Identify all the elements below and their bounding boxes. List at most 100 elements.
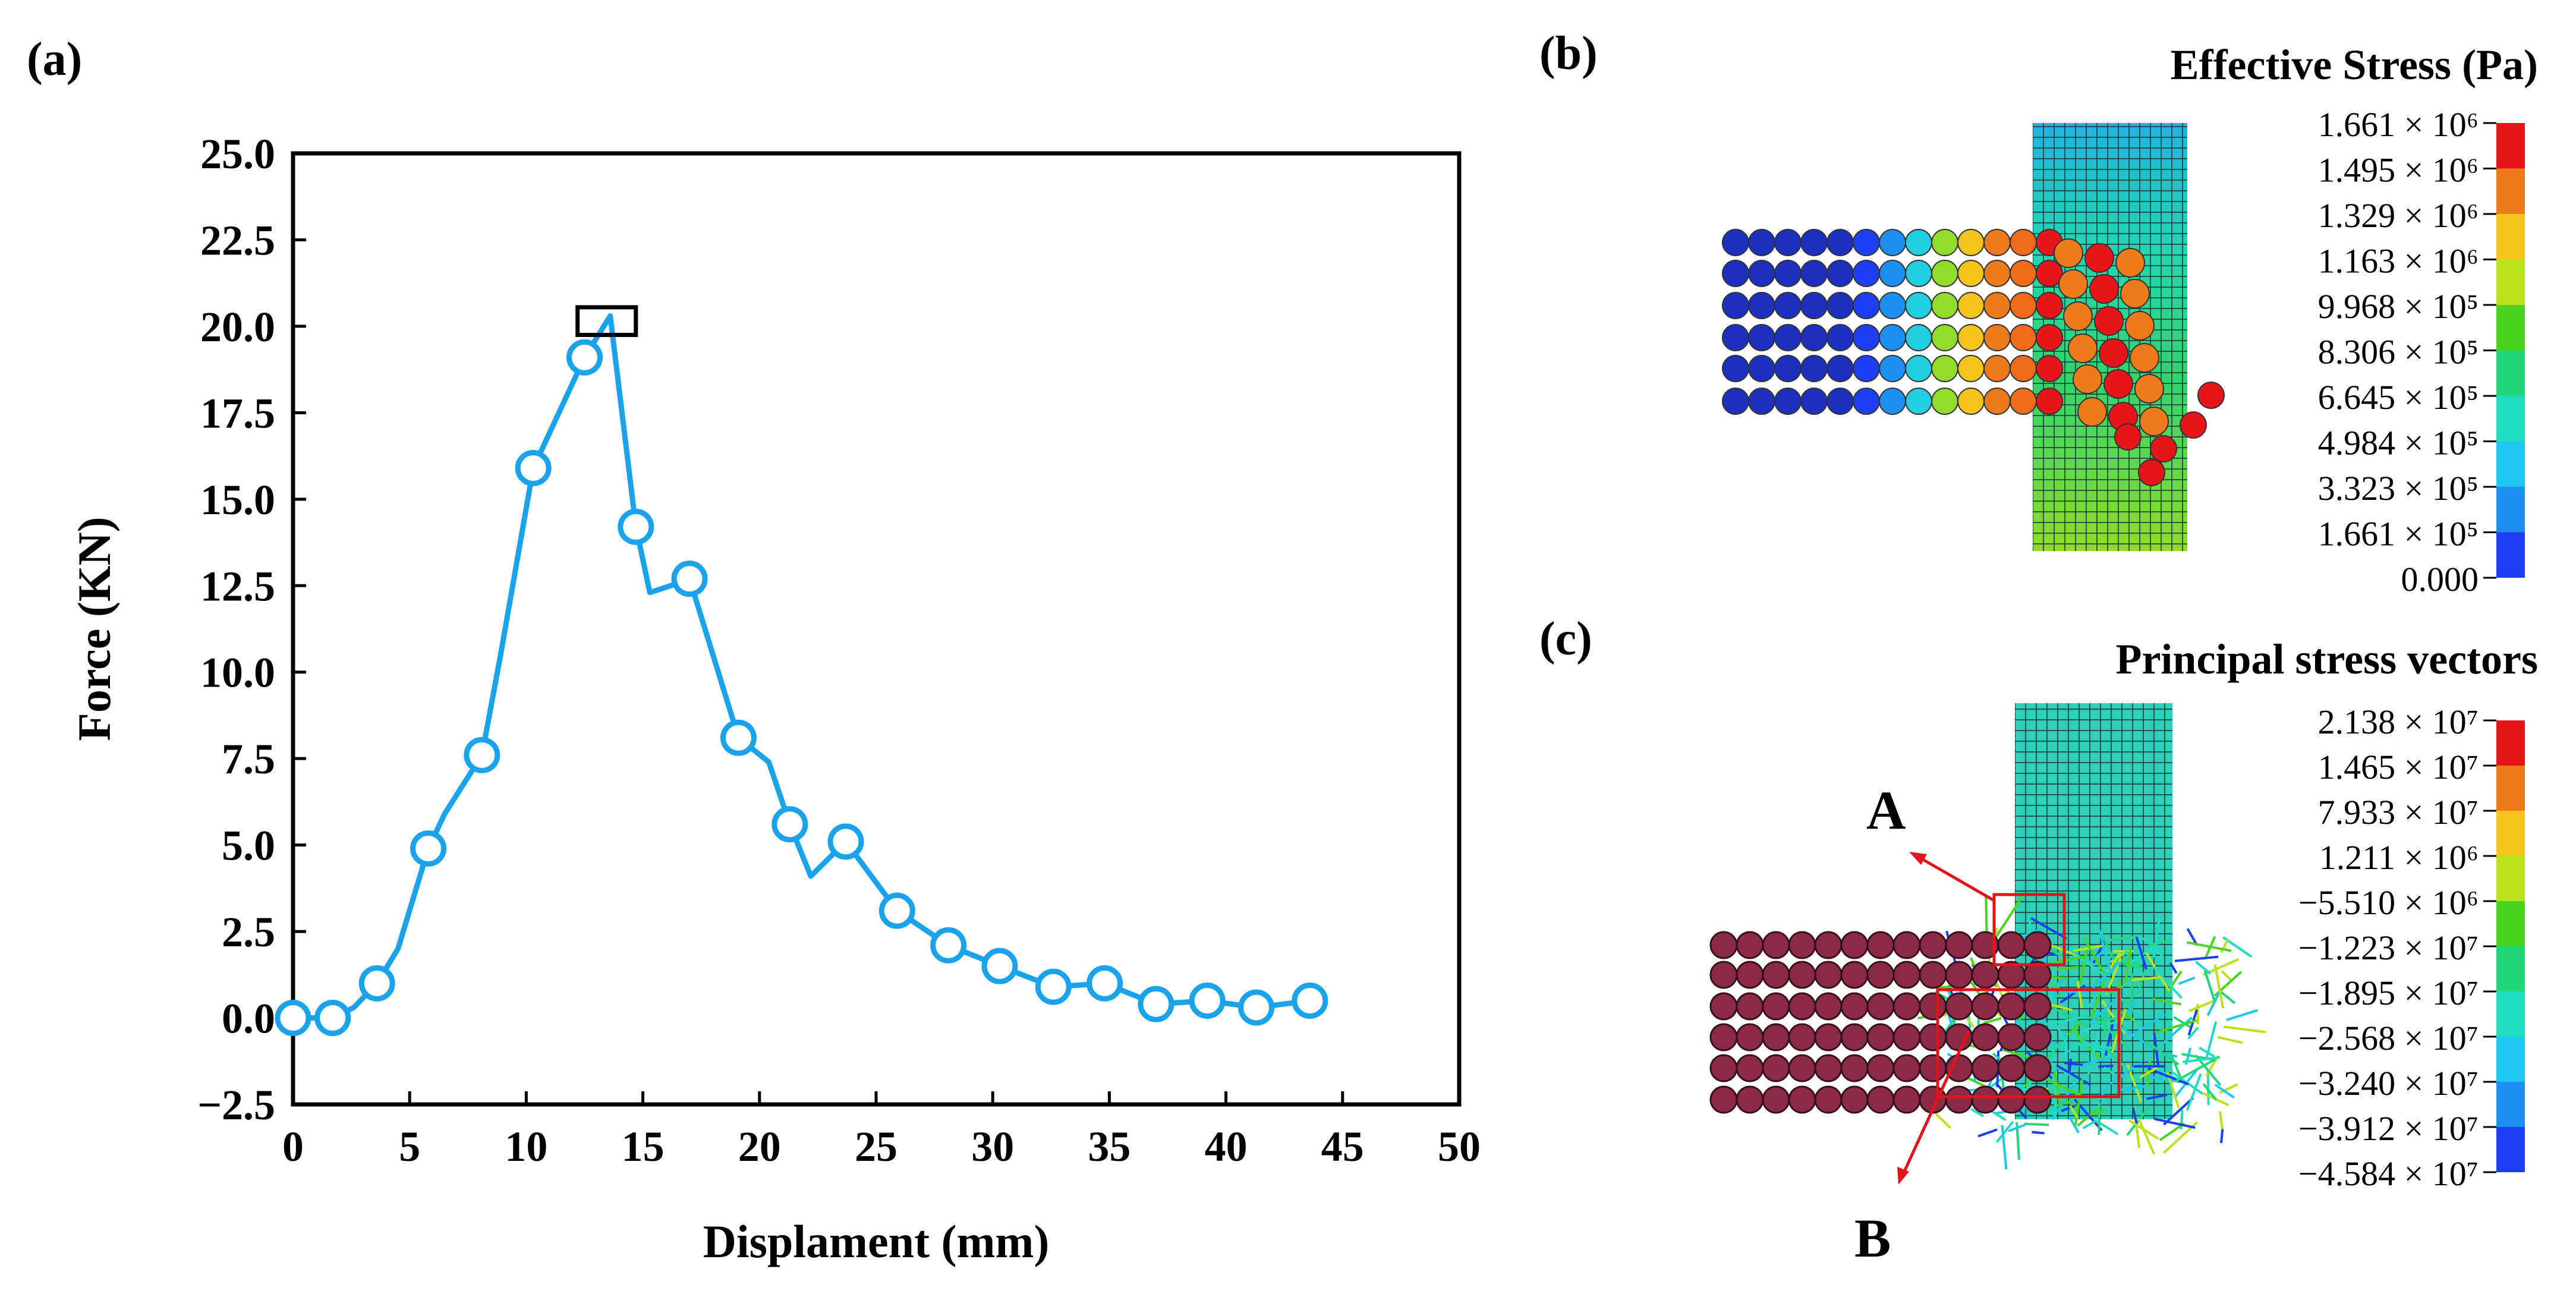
bead (1905, 260, 1932, 287)
data-point (930, 927, 967, 964)
stress-vector (2163, 1097, 2194, 1126)
bead (1957, 260, 1985, 287)
data-point (771, 806, 808, 843)
stress-vector (2124, 947, 2132, 983)
bead (2099, 338, 2128, 368)
bead (2063, 301, 2093, 331)
bead (2010, 260, 2037, 287)
bead (1814, 931, 1843, 959)
data-point (410, 830, 447, 867)
legend-swatch (2496, 811, 2525, 856)
x-tick-label: 50 (1438, 1123, 1481, 1170)
bead (1788, 1054, 1816, 1082)
bead (1788, 1085, 1816, 1114)
y-tick-label: 15.0 (200, 476, 275, 524)
data-point (1292, 982, 1328, 1019)
stress-vector (2042, 1076, 2084, 1098)
effective-stress-legend: 1.661 × 10⁶ 1.495 × 10⁶ 1.329 × 10⁶ 1.163 ×… (2318, 110, 2525, 599)
stress-vector (1983, 1017, 2002, 1025)
bead (1736, 931, 1764, 959)
bead (1919, 931, 1947, 959)
bead (2120, 279, 2150, 308)
bead (1709, 1054, 1738, 1082)
stress-vector (2146, 1093, 2168, 1100)
stress-vector (2217, 1035, 2243, 1044)
legend-swatch (2496, 856, 2525, 901)
data-point (1087, 965, 1123, 1002)
stress-vector (2049, 985, 2052, 1003)
legend-swatch (2496, 441, 2525, 487)
legend-swatch (2496, 1127, 2525, 1172)
legend-swatch (2496, 123, 2525, 169)
legend-label: 9.968 × 10⁵ (2318, 287, 2479, 326)
stress-vector (2135, 936, 2147, 970)
y-tick-label: 5.0 (222, 822, 275, 870)
bead (1800, 355, 1828, 382)
stress-vector (2221, 970, 2232, 981)
bead (1892, 992, 1921, 1021)
stress-vector (2206, 990, 2221, 1016)
bead (1709, 961, 1738, 989)
data-point (1189, 982, 1226, 1019)
bead (2036, 260, 2063, 287)
stress-vector (2096, 1120, 2119, 1135)
stress-vector (2079, 1019, 2122, 1033)
stress-vector (2175, 1057, 2216, 1082)
stress-vector (2055, 965, 2079, 971)
stress-vector (2178, 976, 2196, 986)
stress-vector (2126, 1106, 2150, 1137)
bead (2068, 333, 2098, 363)
legend-label: 1.495 × 10⁶ (2318, 151, 2479, 190)
bead (1709, 1023, 1738, 1052)
data-point (878, 892, 915, 929)
stress-vector (2053, 1071, 2062, 1108)
bead (2023, 961, 2052, 989)
bead (1957, 324, 1985, 351)
bead (1866, 1054, 1895, 1082)
region-a-box (1992, 893, 2066, 967)
stress-vector (2077, 1107, 2099, 1127)
bead (1762, 1085, 1790, 1114)
bead (1709, 992, 1738, 1021)
stress-vector (2087, 990, 2101, 1009)
stress-vector (2122, 963, 2142, 969)
legend-swatch (2496, 901, 2525, 946)
stress-vector (2219, 1111, 2224, 1130)
x-tick-label: 35 (1088, 1123, 1130, 1170)
x-tick-label: 30 (971, 1123, 1014, 1170)
bead (1866, 931, 1895, 959)
bead (1840, 1054, 1869, 1082)
stress-vector (2089, 997, 2119, 1024)
x-tick-label: 45 (1321, 1123, 1364, 1170)
bead (1826, 355, 1854, 382)
bead (1957, 292, 1985, 319)
bead (1762, 1054, 1790, 1082)
data-point (1035, 968, 1072, 1005)
legend-label: −1.223 × 10⁷ (2298, 928, 2479, 967)
bead (1919, 1023, 1947, 1052)
stress-vector (2188, 999, 2217, 1012)
bead (1800, 292, 1828, 319)
stress-vector (2082, 1119, 2098, 1129)
bead (1997, 1085, 2026, 1114)
legend-swatch (2496, 766, 2525, 811)
bead (1931, 324, 1958, 351)
stress-vector (1995, 896, 2023, 938)
bead (2036, 388, 2063, 415)
data-point (464, 736, 500, 773)
stress-vector (2073, 1027, 2083, 1042)
bead-rows (1722, 229, 2225, 486)
stress-vector (2068, 1059, 2073, 1074)
bead (1709, 1085, 1738, 1114)
bead (1945, 931, 1973, 959)
bead (2084, 243, 2114, 273)
stress-vector (2148, 940, 2171, 947)
bead (2010, 229, 2037, 256)
data-point (358, 965, 395, 1002)
data-point (515, 449, 552, 486)
stress-vector (2220, 939, 2229, 953)
stress-vector (2137, 1117, 2156, 1155)
bead (1814, 992, 1843, 1021)
stress-vector (2069, 1105, 2079, 1119)
arrow-a (1919, 856, 1995, 902)
